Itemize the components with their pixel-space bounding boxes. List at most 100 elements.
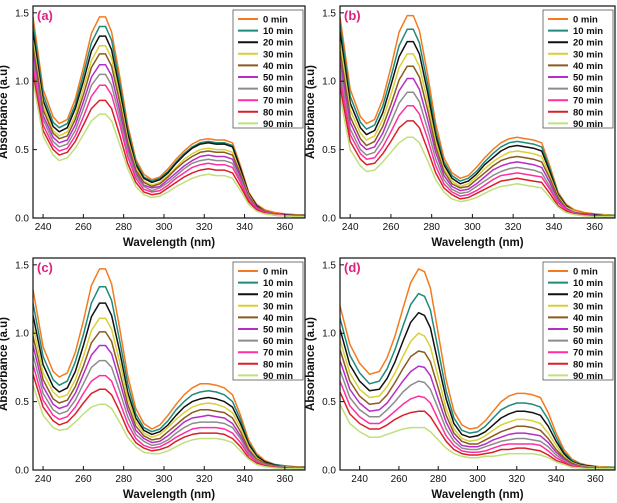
legend-label: 0 min: [263, 267, 288, 278]
legend-label: 80 min: [263, 359, 293, 370]
y-tick-label: 1.0: [322, 329, 336, 340]
x-axis-label: Wavelength (nm): [123, 237, 215, 249]
legend-label: 20 min: [573, 38, 603, 49]
y-tick-label: 1.5: [15, 260, 29, 271]
chart-panel-c: 240 260 280 300 320 340 360 0.0 0.5 1.0 1.5 Wavelen…: [0, 257, 306, 501]
y-axis-label: Absorbance (a.u): [0, 317, 10, 411]
legend-label: 60 min: [263, 336, 293, 347]
legend-label: 20 min: [263, 38, 293, 49]
legend-label: 20 min: [263, 290, 293, 301]
legend-label: 90 min: [263, 119, 293, 130]
legend-label: 70 min: [263, 96, 293, 107]
legend-label: 0 min: [573, 15, 598, 26]
x-tick-label: 360: [587, 474, 604, 485]
x-axis-label: Wavelength (nm): [431, 489, 523, 501]
y-tick-label: 0.5: [15, 397, 29, 408]
series-line: [340, 332, 615, 469]
legend-label: 20 min: [573, 290, 603, 301]
legend-label: 90 min: [573, 119, 603, 130]
panel-label: (b): [344, 8, 361, 23]
x-tick-label: 300: [464, 222, 481, 233]
x-tick-label: 320: [505, 222, 522, 233]
y-tick-label: 1.0: [15, 329, 29, 340]
x-tick-label: 240: [35, 222, 52, 233]
legend-box: [232, 9, 304, 129]
legend-label: 40 min: [573, 61, 603, 72]
x-tick-label: 340: [236, 222, 253, 233]
legend-label: 50 min: [263, 73, 293, 84]
series-line: [33, 302, 305, 469]
series-line: [340, 268, 615, 469]
legend-label: 30 min: [263, 301, 293, 312]
series-line: [340, 311, 615, 469]
chart-panel-d: 240 260 280 300 320 340 360 0.0 0.5 1.0 1.5 Wavelen…: [305, 257, 616, 501]
y-tick-label: 0.0: [15, 214, 29, 225]
legend-label: 10 min: [573, 278, 603, 289]
legend-label: 40 min: [263, 313, 293, 324]
series-group: [33, 268, 305, 470]
legend-label: 70 min: [573, 348, 603, 359]
legend-label: 90 min: [263, 371, 293, 382]
x-tick-label: 300: [469, 474, 486, 485]
legend-label: 90 min: [573, 371, 603, 382]
series-line: [340, 86, 615, 218]
plot-frame: [32, 257, 306, 471]
legend-label: 70 min: [263, 348, 293, 359]
y-tick-label: 0.0: [322, 466, 336, 477]
series-line: [33, 364, 305, 470]
legend-label: 60 min: [573, 336, 603, 347]
series-line: [33, 81, 305, 218]
y-axis-label: Absorbance (a.u): [305, 65, 317, 159]
y-tick-label: 1.5: [322, 260, 336, 271]
x-tick-label: 280: [115, 474, 132, 485]
legend-label: 50 min: [263, 325, 293, 336]
x-axis-label: Wavelength (nm): [431, 237, 523, 249]
legend-label: 30 min: [263, 49, 293, 60]
legend-label: 10 min: [263, 26, 293, 37]
x-tick-label: 240: [351, 474, 368, 485]
x-tick-label: 280: [423, 222, 440, 233]
y-tick-label: 1.0: [15, 77, 29, 88]
x-tick-label: 340: [236, 474, 253, 485]
series-line: [33, 344, 305, 469]
series-line: [340, 41, 615, 217]
series-line: [33, 53, 305, 217]
legend-label: 30 min: [573, 301, 603, 312]
series-line: [33, 67, 305, 218]
series-line: [33, 354, 305, 470]
x-tick-label: 360: [277, 222, 294, 233]
plot-frame: [32, 5, 306, 219]
legend-label: 50 min: [573, 73, 603, 84]
x-tick-label: 300: [156, 474, 173, 485]
x-tick-label: 360: [277, 474, 294, 485]
panel-label: (d): [344, 260, 361, 275]
x-tick-label: 280: [115, 222, 132, 233]
x-tick-label: 340: [548, 474, 565, 485]
legend-label: 60 min: [263, 84, 293, 95]
x-tick-label: 300: [156, 222, 173, 233]
series-line: [340, 349, 615, 469]
y-axis-label: Absorbance (a.u): [0, 65, 10, 159]
legend-label: 50 min: [573, 325, 603, 336]
legend-label: 0 min: [573, 267, 598, 278]
series-group: [33, 16, 305, 218]
legend-label: 10 min: [263, 278, 293, 289]
y-tick-label: 1.5: [15, 8, 29, 19]
series-line: [340, 403, 615, 470]
legend-label: 0 min: [263, 15, 288, 26]
legend-label: 80 min: [263, 107, 293, 118]
x-axis-label: Wavelength (nm): [123, 489, 215, 501]
legend-label: 40 min: [573, 313, 603, 324]
x-tick-label: 260: [75, 474, 92, 485]
panel-label: (a): [37, 8, 53, 23]
legend-label: 60 min: [573, 84, 603, 95]
series-line: [340, 60, 615, 218]
series-line: [340, 96, 615, 218]
series-line: [340, 50, 615, 217]
legend-label: 80 min: [573, 359, 603, 370]
x-tick-label: 320: [196, 474, 213, 485]
series-line: [33, 317, 305, 469]
